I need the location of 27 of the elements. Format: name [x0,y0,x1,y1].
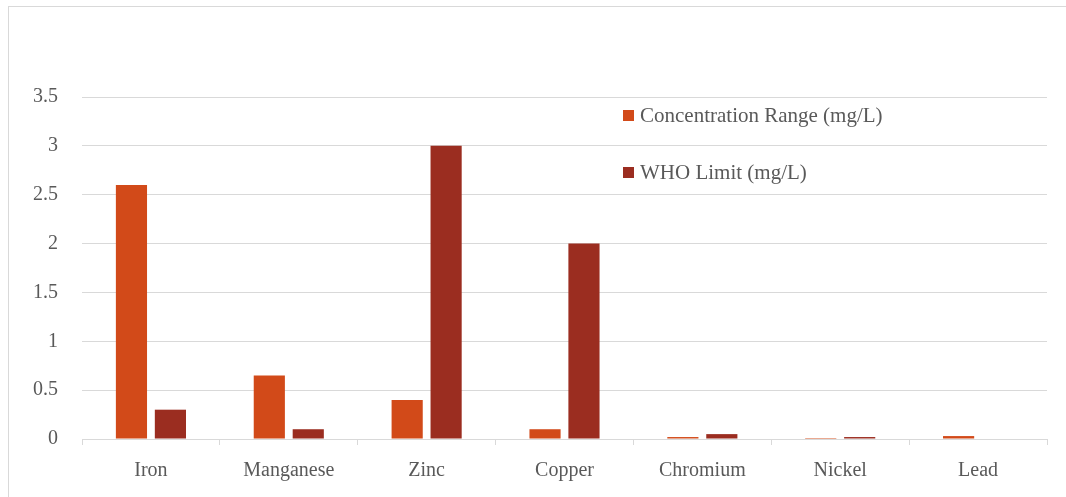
x-tick-label: Copper [535,458,595,482]
x-tick-label: Nickel [813,458,868,481]
y-tick-label: 3.5 [33,84,58,107]
y-tick-label: 0 [48,426,58,449]
x-tick-label: Zinc [408,458,446,481]
y-tick-label: 2.5 [33,181,58,204]
y-tick-label: 1 [48,328,58,351]
legend-label: WHO Limit (mg/L) [640,160,807,185]
y-tick-label: 2 [48,230,58,253]
bar [292,429,324,439]
x-tick-label: Iron [134,458,168,481]
y-tick-label: 3 [48,133,58,156]
legend-label: Concentration Range (mg/L) [640,103,883,128]
bar [430,145,462,439]
bar [568,243,600,439]
x-tick-label: Manganese [243,458,335,482]
y-tick-label: 0.5 [33,377,58,400]
x-tick-label: Chromium [659,458,747,481]
bar [706,434,738,439]
y-tick-label: 1.5 [33,279,58,302]
bar [115,184,148,439]
bar [154,409,186,439]
x-tick-label: Lead [958,458,999,481]
bar [943,436,975,439]
bar [391,399,423,439]
bar [253,375,285,439]
bar [529,429,561,439]
